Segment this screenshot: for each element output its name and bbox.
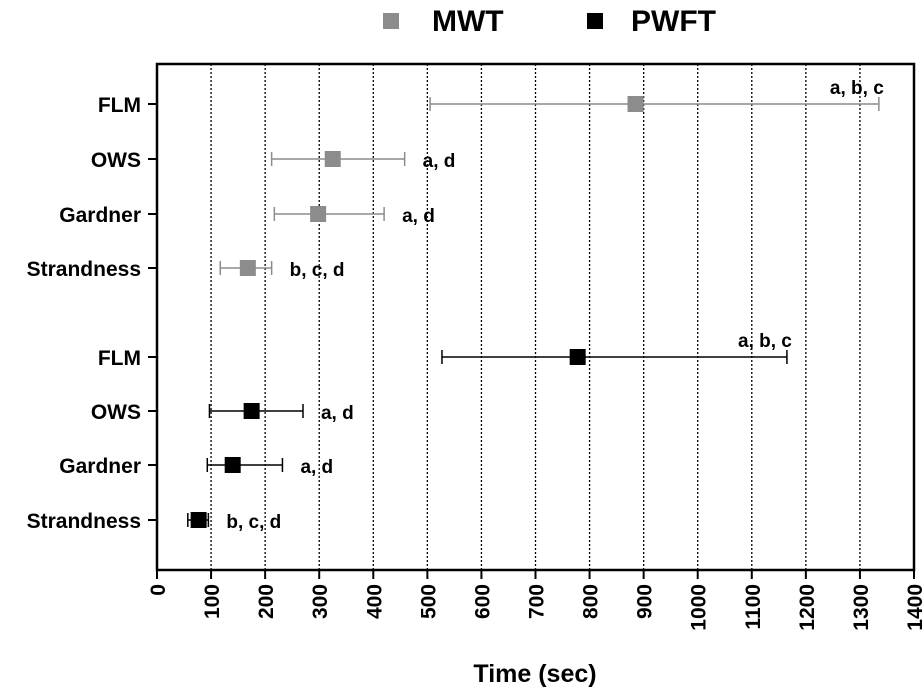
annotation-label: a, b, c <box>830 78 884 99</box>
annotation-label: a, d <box>423 151 456 172</box>
legend-label-pwft: PWFT <box>631 5 716 38</box>
annotation-label: b, c, d <box>226 512 281 533</box>
plot-marks: a, b, c a, d a, d b, c, d a, b, c a, d a, d b, … <box>187 78 884 533</box>
legend: MWT PWFT <box>383 5 716 38</box>
y-axis: FLM OWS Gardner Strandness FLM OWS Gardner Stra… <box>27 94 157 533</box>
x-tick-label: 1300 <box>850 584 873 631</box>
y-tick-label: FLM <box>98 347 141 370</box>
legend-swatch-pwft <box>587 13 603 29</box>
y-tick-label: Strandness <box>27 510 141 533</box>
x-tick-label: 500 <box>417 584 440 619</box>
data-point <box>310 206 327 222</box>
x-axis: 0 100 200 300 400 500 600 700 800 900 1000 1100 1200… <box>147 570 924 631</box>
y-tick-label: Strandness <box>27 258 141 281</box>
x-tick-label: 1100 <box>742 584 765 630</box>
x-tick-label: 1000 <box>688 584 711 631</box>
data-point <box>627 96 644 112</box>
x-tick-label: 0 <box>147 584 170 596</box>
legend-swatch-mwt <box>383 13 399 29</box>
x-tick-label: 300 <box>309 584 332 619</box>
y-tick-label: OWS <box>91 401 141 424</box>
annotation-label: a, d <box>321 403 354 424</box>
x-tick-label: 1200 <box>796 584 819 631</box>
annotation-label: b, c, d <box>290 260 345 281</box>
data-point <box>324 151 341 167</box>
grid <box>210 64 861 570</box>
y-tick-label: Gardner <box>59 204 141 227</box>
x-axis-title: Time (sec) <box>473 660 596 688</box>
x-tick-label: 100 <box>201 584 224 619</box>
annotation-label: a, d <box>402 206 435 227</box>
legend-label-mwt: MWT <box>432 5 504 38</box>
y-tick-label: Gardner <box>59 455 141 478</box>
y-tick-label: OWS <box>91 149 141 172</box>
data-point <box>224 457 241 473</box>
x-tick-label: 700 <box>526 584 549 619</box>
annotation-label: a, d <box>300 457 333 478</box>
x-tick-label: 800 <box>580 584 603 619</box>
data-point <box>243 403 260 419</box>
data-point <box>569 349 586 365</box>
x-tick-label: 1400 <box>904 584 924 631</box>
annotation-label: a, b, c <box>738 331 792 352</box>
data-point <box>239 260 256 276</box>
data-point <box>190 512 207 528</box>
x-tick-label: 400 <box>363 584 386 619</box>
y-tick-label: FLM <box>98 94 141 117</box>
x-tick-label: 600 <box>471 584 494 619</box>
x-tick-label: 200 <box>255 584 278 619</box>
x-tick-label: 900 <box>634 584 657 619</box>
